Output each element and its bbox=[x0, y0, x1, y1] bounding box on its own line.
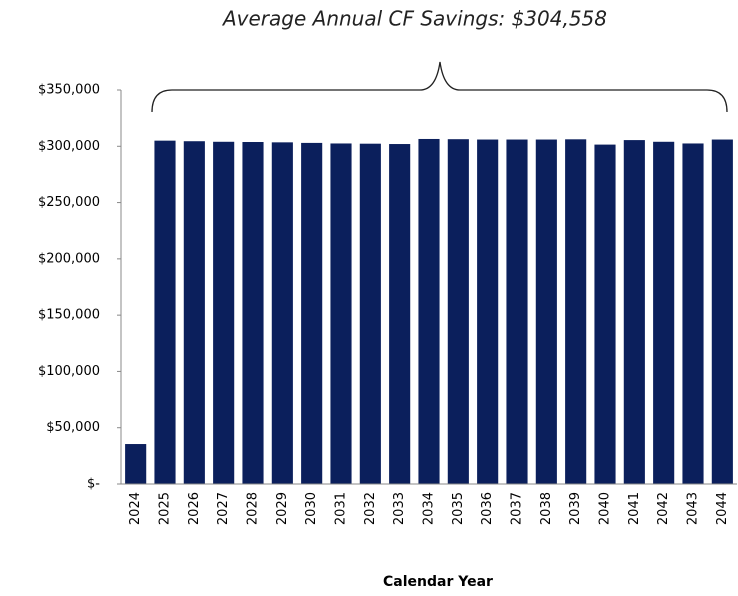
x-tick-label: 2043 bbox=[686, 492, 701, 525]
x-tick-label: 2033 bbox=[392, 492, 407, 525]
bar bbox=[565, 139, 587, 485]
x-tick-label: 2025 bbox=[158, 492, 173, 525]
bar bbox=[125, 444, 147, 484]
bar bbox=[271, 142, 293, 485]
bar bbox=[594, 144, 616, 484]
x-tick-label: 2031 bbox=[334, 492, 349, 525]
y-tick-label: $250,000 bbox=[38, 195, 100, 210]
chart-title: Average Annual CF Savings: $304,558 bbox=[221, 7, 607, 31]
y-tick-label: $300,000 bbox=[38, 139, 100, 154]
bar bbox=[535, 139, 557, 484]
y-tick-label: $150,000 bbox=[38, 308, 100, 323]
x-tick-label: 2042 bbox=[656, 492, 671, 525]
x-tick-label: 2034 bbox=[422, 492, 437, 525]
x-tick-label: 2028 bbox=[246, 492, 261, 525]
x-tick-label: 2035 bbox=[451, 492, 466, 525]
x-axis-label: Calendar Year bbox=[383, 574, 493, 590]
x-tick-label: 2036 bbox=[480, 492, 495, 525]
y-tick-label: $- bbox=[87, 477, 100, 492]
x-tick-label: 2041 bbox=[627, 492, 642, 525]
x-tick-label: 2024 bbox=[128, 492, 143, 525]
bar bbox=[242, 142, 264, 484]
bar bbox=[477, 139, 499, 484]
y-tick-label: $50,000 bbox=[46, 420, 100, 435]
bar bbox=[301, 142, 323, 484]
y-tick-label: $100,000 bbox=[38, 364, 100, 379]
bar bbox=[183, 141, 205, 484]
brace bbox=[151, 61, 728, 113]
bar bbox=[389, 144, 411, 484]
x-tick-label: 2027 bbox=[216, 492, 231, 525]
bar bbox=[213, 141, 235, 485]
x-tick-label: 2044 bbox=[715, 492, 730, 525]
x-tick-label: 2039 bbox=[568, 492, 583, 525]
x-tick-label: 2029 bbox=[275, 492, 290, 525]
x-tick-label: 2032 bbox=[363, 492, 378, 525]
x-tick-label: 2038 bbox=[539, 492, 554, 525]
bar bbox=[418, 138, 440, 484]
y-tick-label: $200,000 bbox=[38, 251, 100, 266]
bar bbox=[447, 139, 469, 484]
x-tick-label: 2026 bbox=[187, 492, 202, 525]
y-tick-label: $350,000 bbox=[38, 83, 100, 98]
bar bbox=[682, 143, 704, 484]
bar bbox=[711, 139, 733, 484]
bar bbox=[653, 141, 675, 485]
bar bbox=[154, 140, 176, 484]
x-tick-label: 2037 bbox=[510, 492, 525, 525]
x-tick-label: 2040 bbox=[598, 492, 613, 525]
bar bbox=[506, 139, 528, 484]
bar bbox=[623, 140, 645, 484]
x-tick-label: 2030 bbox=[304, 492, 319, 525]
bar bbox=[330, 143, 352, 484]
bar bbox=[359, 143, 381, 484]
